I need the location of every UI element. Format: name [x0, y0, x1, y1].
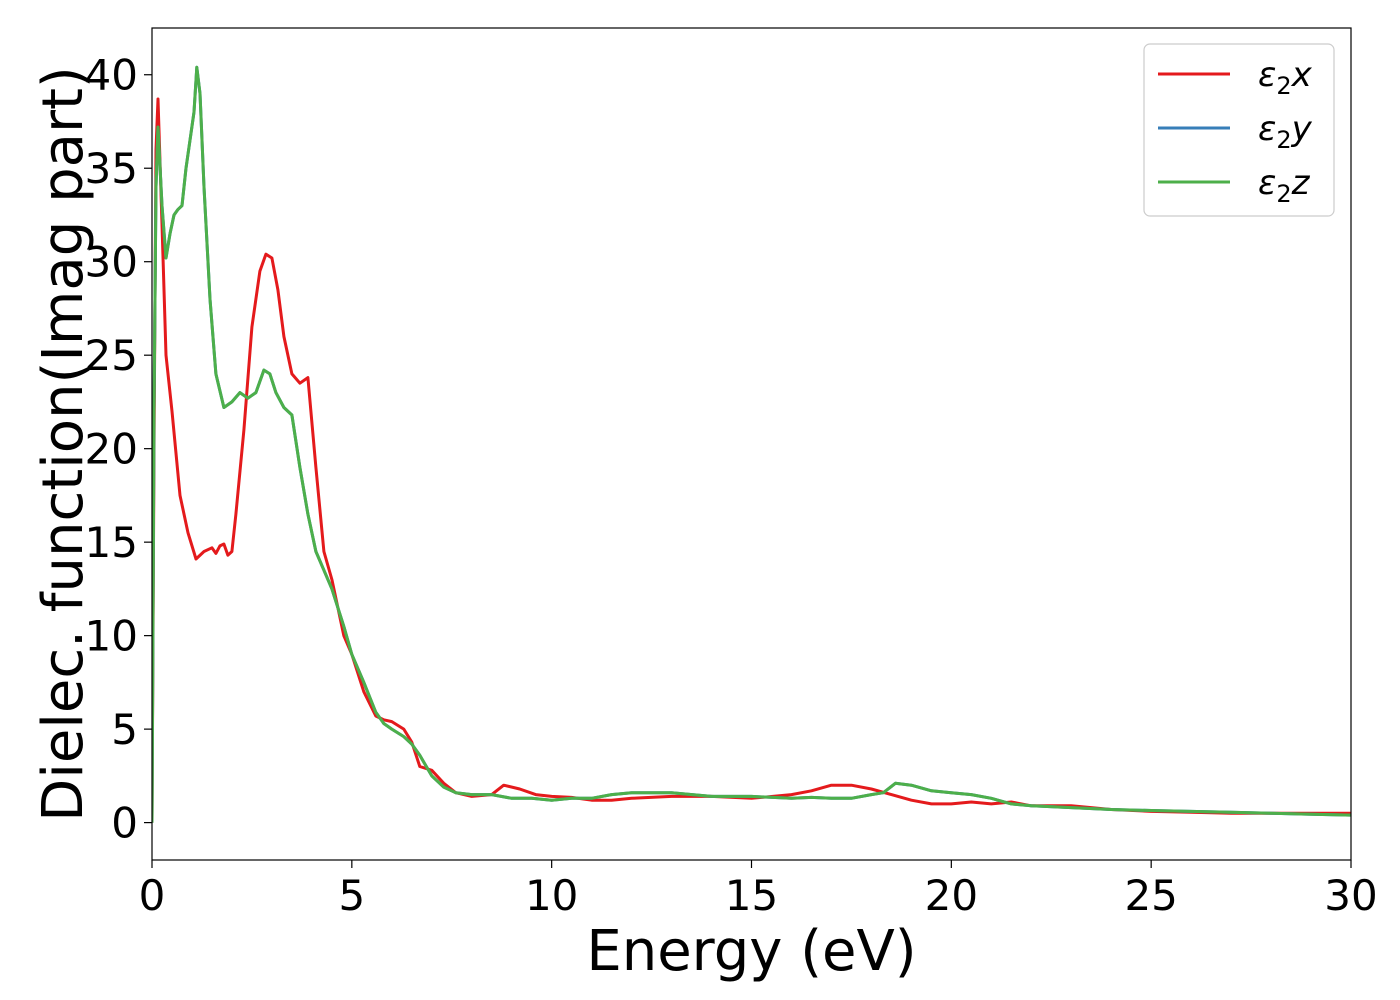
plot-lines — [152, 65, 1351, 823]
x-tick-label: 30 — [1324, 871, 1377, 920]
y-tick-label: 10 — [85, 612, 138, 661]
y-tick-label: 20 — [85, 425, 138, 474]
y-tick-label: 5 — [111, 705, 138, 754]
legend-box — [1143, 43, 1335, 217]
legend-label-y: ε2y — [1258, 109, 1313, 154]
y-tick-label: 40 — [85, 51, 138, 100]
y-tick-label: 25 — [85, 331, 138, 380]
x-axis: 0 5 10 15 20 25 30 — [139, 860, 1378, 920]
y-tick-label: 0 — [111, 799, 138, 848]
y-axis: 0 5 10 15 20 25 30 35 40 — [85, 51, 152, 848]
x-tick-label: 5 — [338, 871, 365, 920]
y-tick-label: 30 — [85, 238, 138, 287]
y-tick-label: 35 — [85, 144, 138, 193]
x-tick-label: 0 — [139, 871, 166, 920]
x-tick-label: 20 — [925, 871, 978, 920]
x-axis-label: Energy (eV) — [586, 919, 916, 984]
x-tick-label: 25 — [1124, 871, 1177, 920]
y-tick-label: 15 — [85, 518, 138, 567]
y-axis-label: Dielec. function(Imag part) — [31, 66, 96, 822]
legend-label-z: ε2z — [1258, 163, 1311, 208]
series-line-z — [152, 65, 1351, 823]
x-tick-label: 10 — [525, 871, 578, 920]
legend: ε2x ε2y ε2z — [1143, 43, 1335, 217]
legend-label-x: ε2x — [1258, 55, 1313, 100]
x-tick-label: 15 — [725, 871, 778, 920]
